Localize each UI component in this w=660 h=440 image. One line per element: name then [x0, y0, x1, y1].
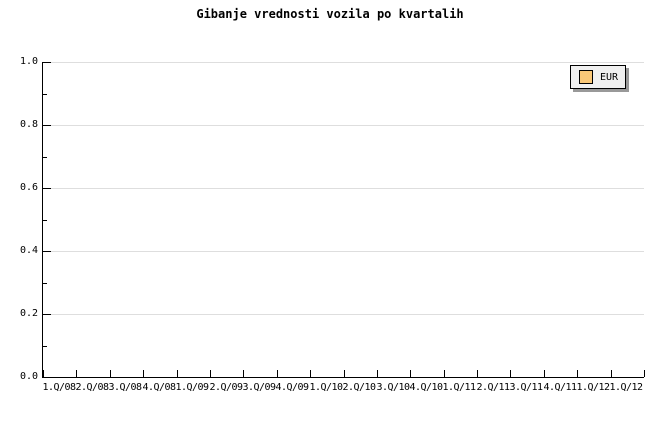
y-tick-major: [43, 188, 51, 189]
y-axis-label: 1.0: [19, 56, 38, 67]
x-axis-label: 2.Q/09: [209, 382, 243, 393]
y-tick-minor: [43, 346, 47, 347]
x-tick: [177, 370, 178, 377]
x-tick: [510, 370, 511, 377]
x-axis-label: 3.Q/10: [376, 382, 410, 393]
x-tick: [277, 370, 278, 377]
y-tick-major: [43, 62, 51, 63]
plot-area: [42, 62, 645, 378]
chart-title: Gibanje vrednosti vozila po kvartalih: [196, 7, 464, 21]
legend-label: EUR: [600, 71, 619, 83]
legend-box: EUR: [570, 65, 626, 89]
x-tick: [544, 370, 545, 377]
y-tick-major: [43, 125, 51, 126]
x-tick: [611, 370, 612, 377]
x-axis-label: 1.Q/09: [175, 382, 209, 393]
x-tick: [110, 370, 111, 377]
x-tick: [444, 370, 445, 377]
x-axis-label: 3.Q/08: [108, 382, 142, 393]
x-tick: [377, 370, 378, 377]
gridline: [43, 251, 644, 252]
x-axis-label: 3.Q/11: [509, 382, 543, 393]
gridline: [43, 125, 644, 126]
x-axis-label: 1.Q/08: [42, 382, 76, 393]
x-tick: [210, 370, 211, 377]
y-axis-label: 0.2: [19, 308, 38, 319]
y-axis-label: 0.4: [19, 245, 38, 256]
gridline: [43, 62, 644, 63]
y-tick-major: [43, 314, 51, 315]
x-tick: [410, 370, 411, 377]
x-tick: [76, 370, 77, 377]
x-axis-label: 1.Q/11: [442, 382, 476, 393]
x-axis-label: 4.Q/08: [142, 382, 176, 393]
x-tick: [344, 370, 345, 377]
x-axis-label: 1.Q/12: [609, 382, 643, 393]
y-tick-major: [43, 377, 51, 378]
x-tick: [644, 370, 645, 377]
x-tick: [577, 370, 578, 377]
x-axis-label: 3.Q/09: [242, 382, 276, 393]
x-axis-label: 1.Q/12: [576, 382, 610, 393]
y-tick-minor: [43, 220, 47, 221]
gridline: [43, 188, 644, 189]
x-axis-label: 4.Q/10: [409, 382, 443, 393]
y-axis-label: 0.8: [19, 119, 38, 130]
y-tick-major: [43, 251, 51, 252]
x-axis-label: 2.Q/11: [476, 382, 510, 393]
x-axis-label: 1.Q/10: [309, 382, 343, 393]
y-axis-label: 0.0: [19, 371, 38, 382]
x-axis-label: 2.Q/10: [342, 382, 376, 393]
y-tick-minor: [43, 283, 47, 284]
x-axis-label: 2.Q/08: [75, 382, 109, 393]
x-axis-label: 4.Q/09: [275, 382, 309, 393]
y-tick-minor: [43, 94, 47, 95]
x-tick: [310, 370, 311, 377]
x-axis-label: 4.Q/11: [543, 382, 577, 393]
y-axis-label: 0.6: [19, 182, 38, 193]
x-tick: [477, 370, 478, 377]
x-tick: [143, 370, 144, 377]
x-tick: [43, 370, 44, 377]
x-tick: [243, 370, 244, 377]
legend-swatch-icon: [579, 70, 593, 84]
y-tick-minor: [43, 157, 47, 158]
gridline: [43, 314, 644, 315]
